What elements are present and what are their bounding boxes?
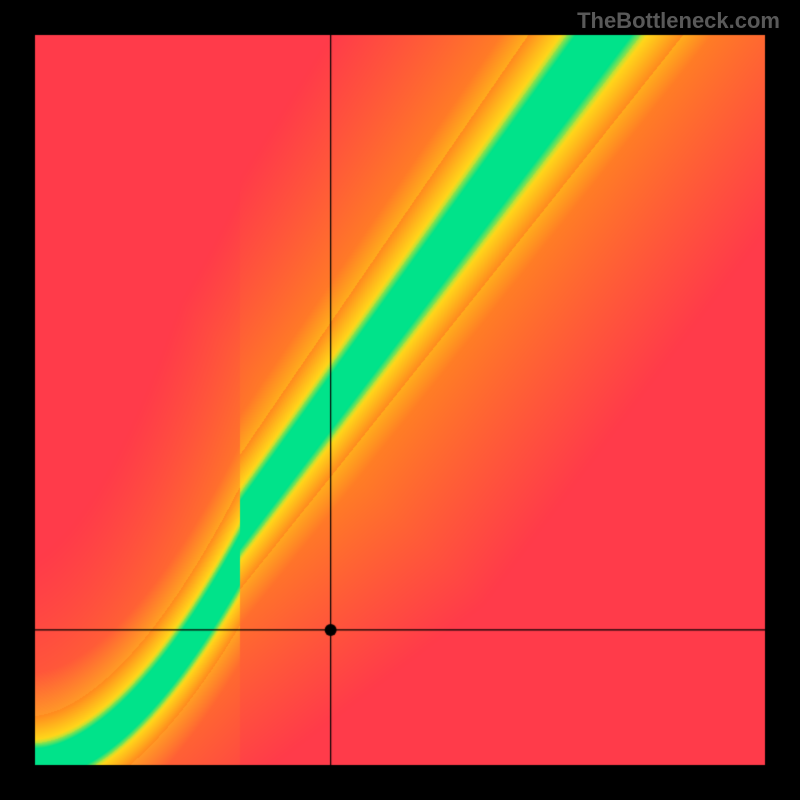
heatmap-canvas xyxy=(0,0,800,800)
chart-container: TheBottleneck.com xyxy=(0,0,800,800)
watermark-text: TheBottleneck.com xyxy=(577,8,780,34)
